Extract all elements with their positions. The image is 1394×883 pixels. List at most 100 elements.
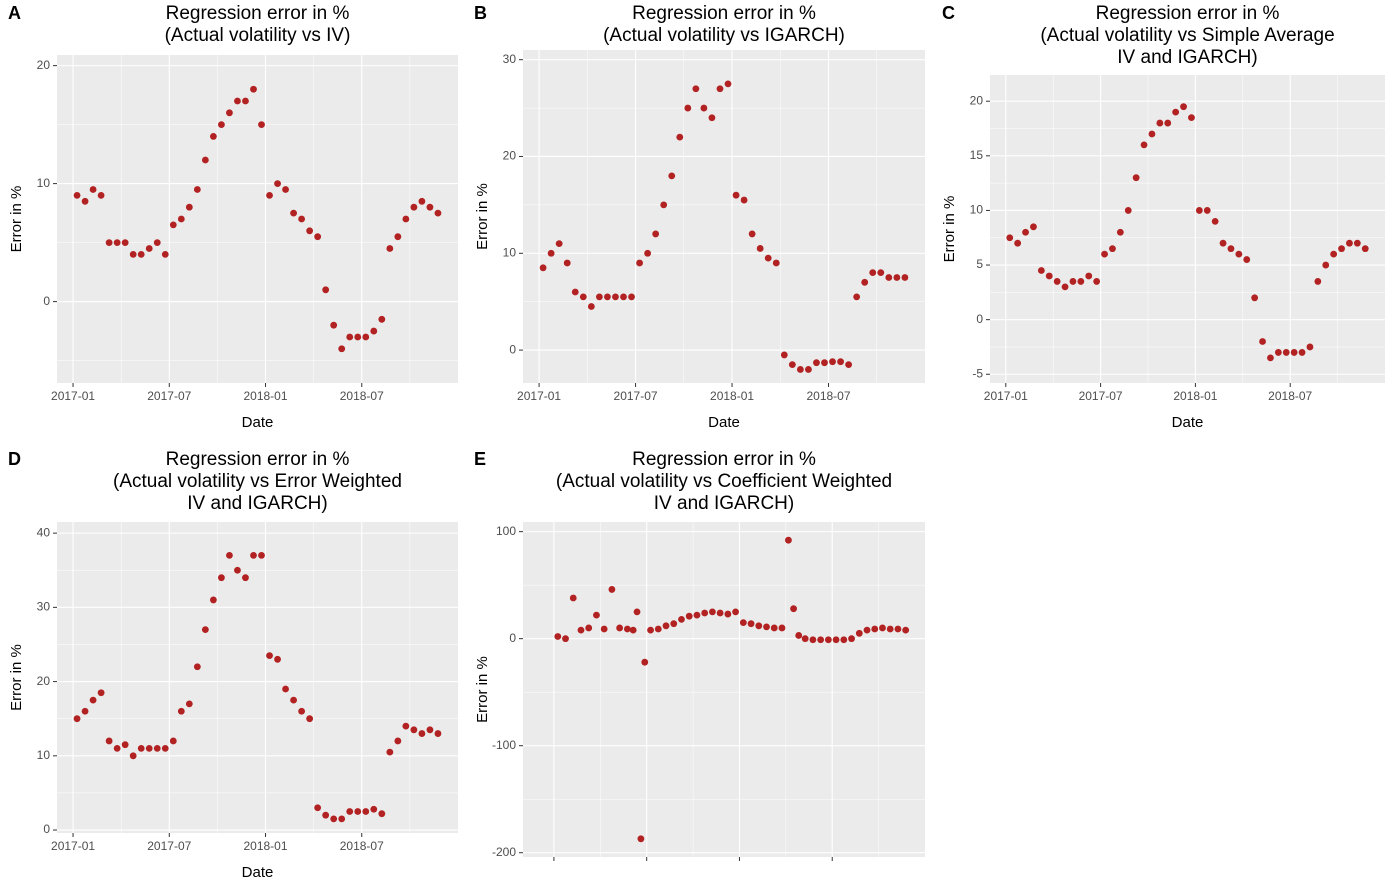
- point: [354, 333, 362, 341]
- point: [587, 303, 595, 310]
- point: [234, 566, 241, 574]
- point: [700, 104, 708, 112]
- y-tick-label: 5: [976, 257, 983, 271]
- point: [1101, 250, 1108, 258]
- point: [569, 594, 577, 602]
- point: [539, 264, 547, 272]
- point: [1030, 223, 1037, 231]
- point: [306, 715, 314, 723]
- point: [105, 737, 113, 745]
- point: [153, 744, 161, 752]
- point: [1346, 239, 1353, 247]
- y-tick-label: 0: [976, 312, 983, 326]
- point: [886, 625, 894, 633]
- point: [1124, 207, 1132, 214]
- point: [161, 744, 169, 752]
- y-axis-title: Error in %: [8, 186, 25, 253]
- point: [330, 815, 338, 823]
- point: [362, 333, 370, 341]
- point: [137, 250, 145, 258]
- point: [1274, 349, 1282, 356]
- point: [250, 552, 257, 559]
- point: [821, 359, 828, 367]
- point: [338, 345, 346, 353]
- point: [740, 196, 748, 204]
- point: [169, 737, 177, 745]
- point: [314, 804, 322, 812]
- point: [747, 620, 755, 628]
- point: [637, 835, 645, 843]
- point: [1164, 119, 1172, 127]
- point: [577, 626, 585, 634]
- y-tick-label: 30: [37, 600, 51, 614]
- point: [386, 748, 394, 756]
- x-tick-label: 2017-01: [51, 389, 95, 403]
- y-tick-label: 15: [970, 148, 984, 162]
- point: [595, 293, 603, 301]
- chart-title: (Actual volatility vs Coefficient Weight…: [556, 471, 892, 492]
- point: [1203, 207, 1211, 214]
- point: [394, 737, 402, 745]
- chart-title: Regression error in %: [1096, 3, 1280, 24]
- point: [1014, 239, 1022, 247]
- point: [1322, 261, 1330, 269]
- point: [585, 624, 593, 632]
- point: [756, 245, 764, 252]
- point: [1195, 207, 1203, 214]
- point: [837, 358, 844, 366]
- point: [177, 215, 185, 223]
- point: [1227, 245, 1235, 253]
- point: [861, 278, 869, 286]
- point: [386, 245, 394, 252]
- point: [901, 274, 909, 281]
- point: [902, 626, 910, 634]
- point: [370, 327, 378, 335]
- point: [654, 625, 662, 633]
- chart-title: (Actual volatility vs IGARCH): [603, 25, 845, 46]
- point: [778, 624, 786, 632]
- point: [434, 730, 442, 737]
- point: [161, 250, 169, 258]
- y-axis-title: Error in %: [474, 656, 491, 723]
- point: [629, 626, 637, 634]
- point: [201, 626, 209, 634]
- x-tick-label: 2017-01: [984, 389, 1028, 403]
- y-tick-label: 0: [43, 822, 50, 836]
- point: [764, 254, 772, 262]
- point: [1069, 278, 1077, 285]
- point: [562, 635, 569, 643]
- point: [153, 239, 161, 246]
- point: [209, 596, 217, 604]
- point: [201, 156, 209, 164]
- point: [402, 722, 410, 730]
- y-tick-label: 0: [509, 631, 516, 645]
- point: [1259, 338, 1266, 345]
- point: [809, 636, 817, 644]
- panel-label: B: [474, 3, 487, 23]
- point: [636, 259, 643, 267]
- point: [1330, 250, 1338, 258]
- point: [748, 230, 756, 238]
- point: [1053, 278, 1061, 285]
- point: [894, 625, 902, 633]
- y-tick-label: -5: [972, 366, 983, 380]
- point: [593, 611, 600, 619]
- point: [788, 361, 796, 369]
- x-tick-label: 2017-07: [614, 389, 658, 403]
- point: [290, 696, 297, 704]
- point: [840, 636, 848, 644]
- point: [780, 351, 788, 359]
- point: [877, 269, 885, 277]
- point: [668, 172, 676, 180]
- point: [1045, 272, 1053, 280]
- point: [298, 215, 306, 223]
- chart-title: IV and IGARCH): [187, 493, 327, 514]
- point: [796, 366, 804, 373]
- point: [716, 85, 724, 93]
- x-tick-label: 2017-07: [147, 389, 191, 403]
- point: [177, 707, 185, 715]
- point: [885, 274, 893, 281]
- point: [795, 632, 803, 639]
- point: [73, 715, 81, 723]
